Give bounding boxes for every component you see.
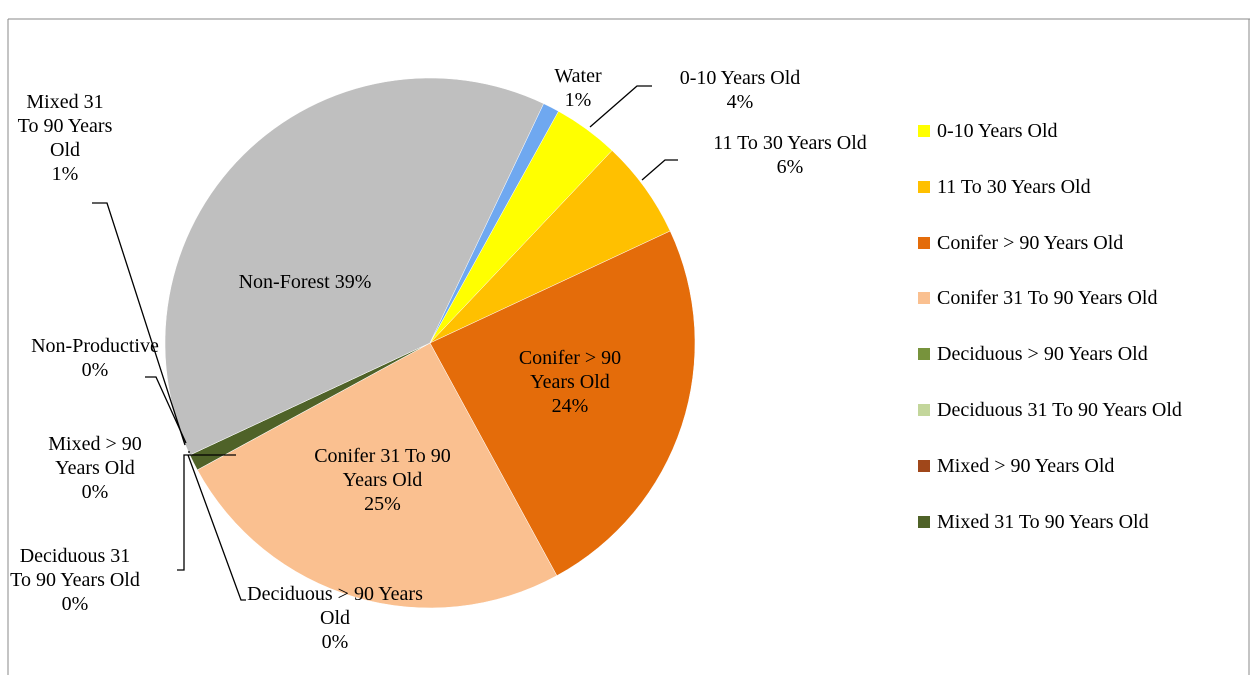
leader-line: [177, 454, 236, 571]
label-text: Non-Productive: [31, 335, 159, 357]
data-label: Conifer > 90 Years Old 24%: [495, 346, 645, 418]
label-text: 1%: [51, 163, 79, 185]
label-text: Conifer > 90 Years Old: [518, 347, 622, 393]
label-text: 0%: [81, 481, 109, 503]
label-text: 11 To 30 Years Old: [713, 132, 867, 154]
label-text: 0-10 Years Old: [679, 67, 801, 89]
leader-line: [187, 454, 246, 601]
label-text: 0%: [61, 593, 89, 615]
leader-line: [589, 85, 652, 128]
legend-label: Conifer 31 To 90 Years Old: [937, 287, 1158, 310]
legend-swatch: [918, 404, 930, 416]
legend-swatch: [918, 180, 930, 193]
pie-slice: [429, 230, 696, 577]
label-text: Non-Forest: [238, 271, 330, 293]
legend-swatch: [918, 125, 930, 137]
label-text: Conifer 31 To 90 Years Old: [314, 445, 451, 491]
label-text: 0%: [81, 359, 109, 381]
legend-swatch: [918, 236, 930, 249]
data-label: Deciduous > 90 Years Old 0%: [245, 582, 425, 654]
leader-line: [92, 202, 186, 446]
label-text: Deciduous 31 To 90 Years Old: [10, 545, 140, 591]
legend-swatch: [918, 348, 930, 361]
label-text: 6%: [776, 156, 804, 178]
legend-label: Deciduous 31 To 90 Years Old: [937, 399, 1182, 421]
data-label: Deciduous 31 To 90 Years Old 0%: [10, 544, 140, 616]
legend-label: 0-10 Years Old: [937, 120, 1058, 142]
data-label: 0-10 Years Old 4%: [670, 66, 810, 114]
pie-slice: [429, 103, 559, 344]
label-text: Deciduous > 90 Years Old: [247, 583, 423, 629]
legend-label: 11 To 30 Years Old: [937, 175, 1091, 198]
data-label: Mixed > 90 Years Old 0%: [30, 432, 160, 504]
legend-label: Mixed > 90 Years Old: [937, 454, 1115, 477]
label-text: 25%: [364, 493, 401, 515]
legend-label: Deciduous > 90 Years Old: [937, 343, 1148, 366]
label-text: 0%: [321, 631, 349, 653]
data-label: Water 1%: [535, 64, 621, 112]
data-label: Non-Forest 39%: [195, 270, 415, 294]
pie-slice: [196, 342, 558, 609]
data-label: Non-Productive 0%: [30, 334, 160, 382]
leader-line: [641, 159, 678, 181]
data-label: Mixed 31 To 90 Years Old 1%: [15, 90, 115, 186]
label-text: Mixed > 90 Years Old: [48, 433, 142, 479]
label-text: 39%: [334, 271, 372, 293]
legend-label: Conifer > 90 Years Old: [937, 231, 1124, 254]
label-text: 4%: [726, 91, 754, 113]
data-label: Conifer 31 To 90 Years Old 25%: [295, 444, 470, 516]
legend-swatch: [918, 515, 930, 528]
label-text: 24%: [551, 395, 589, 417]
legend-swatch: [918, 292, 930, 305]
leader-line: [145, 376, 187, 444]
label-text: Mixed 31 To 90 Years Old: [17, 91, 113, 161]
legend-label: Mixed 31 To 90 Years Old: [937, 510, 1149, 533]
label-text: Water: [554, 65, 602, 87]
legend-swatch: [918, 459, 930, 472]
pie-slice: [164, 77, 545, 456]
data-label: 11 To 30 Years Old 6%: [680, 131, 900, 179]
label-text: 1%: [564, 89, 592, 111]
